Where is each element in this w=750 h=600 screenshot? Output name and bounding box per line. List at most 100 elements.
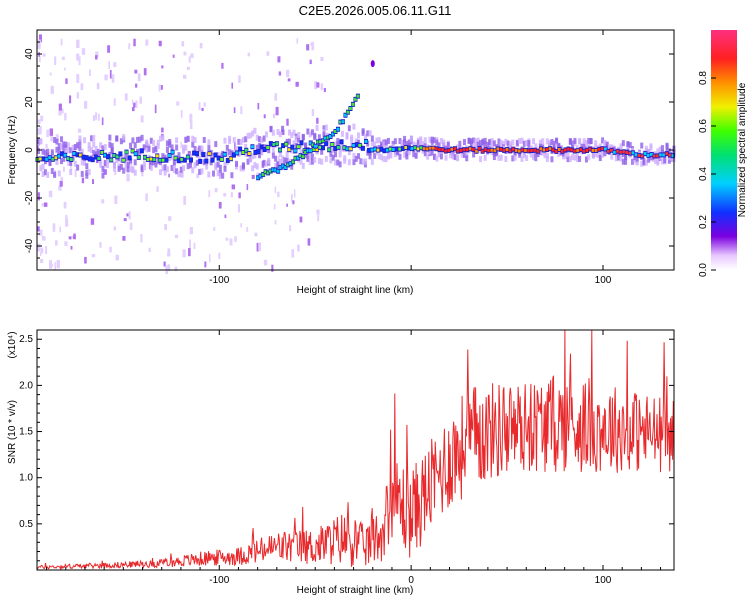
spectrogram-noise-cell bbox=[208, 190, 211, 198]
spectrogram-halo-cell bbox=[225, 150, 229, 157]
spectrogram-ridge-cell bbox=[201, 153, 205, 157]
spectrogram-noise-cell bbox=[37, 145, 39, 151]
spectrogram-ridge-cell bbox=[653, 154, 657, 158]
spectrogram-halo-cell bbox=[124, 165, 128, 172]
spectrogram-ridge-cell bbox=[606, 149, 610, 153]
spectrogram-halo-cell bbox=[73, 160, 77, 167]
spectrogram-branch-cell bbox=[319, 140, 323, 144]
spectrogram-ridge-cell bbox=[51, 157, 55, 161]
snr-ytick-label: 0.5 bbox=[19, 519, 33, 530]
spectrogram-halo-cell bbox=[80, 148, 84, 155]
spectrogram-halo-cell bbox=[251, 165, 255, 172]
spectrogram-ridge-cell bbox=[490, 148, 494, 152]
spectrogram-ridge-cell bbox=[499, 147, 503, 151]
spectrogram-noise-cell bbox=[95, 112, 98, 120]
spectrogram-noise-cell bbox=[58, 103, 62, 111]
spectrogram-ridge-cell bbox=[444, 149, 448, 153]
spectrogram-noise-cell bbox=[310, 42, 314, 46]
spectrogram-noise-cell bbox=[65, 215, 68, 222]
spectrogram-halo-cell bbox=[159, 135, 163, 142]
spectrogram-noise-cell bbox=[296, 38, 299, 44]
spectrogram-ridge-cell bbox=[355, 143, 359, 147]
snr-ytick-label: 1.5 bbox=[19, 427, 33, 438]
spectrogram-ridge-cell bbox=[582, 149, 586, 153]
colorbar-ticks: 0.0 0.2 0.4 0.6 0.8 bbox=[698, 71, 716, 277]
spectrogram-ridge-cell bbox=[422, 147, 426, 151]
spectrogram-halo-cell bbox=[352, 159, 356, 166]
spectrogram-branch-cell bbox=[266, 171, 270, 175]
spectrogram-halo-cell bbox=[529, 151, 533, 158]
spectrogram-halo-cell bbox=[433, 153, 437, 160]
spectrogram-halo-cell bbox=[50, 149, 54, 156]
spectrogram-halo-cell bbox=[152, 159, 156, 166]
spectrogram-noise-cell bbox=[135, 100, 138, 109]
spectrogram-halo-cell bbox=[48, 159, 52, 166]
spectrogram-noise-cell bbox=[64, 112, 67, 121]
spectrogram-noise-cell bbox=[181, 41, 185, 47]
spectrogram-halo-cell bbox=[403, 151, 407, 158]
spectrogram-noise-cell bbox=[213, 227, 216, 231]
spectrogram-noise-cell bbox=[224, 214, 227, 219]
spectrogram-halo-cell bbox=[437, 142, 441, 149]
spectrogram-halo-cell bbox=[85, 163, 89, 170]
spectrogram-halo-cell bbox=[601, 151, 605, 158]
spectrogram-branch-cell bbox=[321, 139, 325, 143]
spectrogram-ridge-cell bbox=[392, 148, 396, 152]
spectrogram-branch-cell bbox=[356, 94, 360, 98]
spectrogram-ridge-cell bbox=[557, 147, 561, 151]
spectrogram-halo-cell bbox=[474, 138, 478, 145]
spectrogram-ridge-cell bbox=[462, 148, 466, 152]
spectrogram-ridge-cell bbox=[131, 149, 135, 153]
spectrogram-ridge-cell bbox=[315, 148, 319, 152]
spectrogram-noise-cell bbox=[122, 236, 126, 241]
spectrogram-ridge-cell bbox=[542, 148, 546, 152]
spectrogram-ridge-cell bbox=[594, 148, 598, 152]
spectrogram-halo-cell bbox=[110, 148, 114, 155]
spectrogram-halo-cell bbox=[575, 145, 579, 152]
spectrogram-halo-cell bbox=[184, 136, 188, 143]
spectrogram-halo-cell bbox=[603, 140, 607, 147]
spectrogram-halo-cell bbox=[87, 142, 91, 149]
spectrogram-noise-cell bbox=[218, 201, 222, 209]
spectrogram-ridge-cell bbox=[585, 149, 589, 153]
spectrogram-noise-cell bbox=[201, 107, 204, 111]
spectrogram-noise-cell bbox=[290, 193, 293, 203]
spectrogram-noise-cell bbox=[214, 188, 218, 193]
spectrogram-noise-cell bbox=[123, 218, 127, 222]
spectrogram-noise-cell bbox=[60, 38, 63, 46]
snr-xtick-label: 0 bbox=[408, 575, 414, 586]
spectrogram-ridge-cell bbox=[576, 149, 580, 153]
spectrogram-noise-cell bbox=[61, 56, 65, 60]
spectrogram-ridge-cell bbox=[312, 148, 316, 152]
spectrogram-halo-cell bbox=[221, 172, 225, 179]
spectrogram-noise-cell bbox=[238, 75, 241, 83]
spectrogram-ridge-cell bbox=[389, 147, 393, 151]
spectrogram-noise-cell bbox=[45, 246, 48, 255]
spectrogram-ridge-cell bbox=[275, 142, 279, 146]
spectrogram-noise-cell bbox=[58, 110, 62, 116]
spectrogram-halo-cell bbox=[621, 158, 625, 165]
spectrogram-halo-cell bbox=[276, 128, 280, 135]
spectrogram-halo-cell bbox=[552, 143, 556, 150]
spectrogram-noise-cell bbox=[198, 102, 201, 111]
spectrogram-halo-cell bbox=[483, 141, 487, 148]
spectrogram-ridge-cell bbox=[656, 154, 660, 158]
snr-multiplier: (x10⁴) bbox=[7, 331, 18, 358]
spectrogram-ridge-cell bbox=[189, 158, 193, 162]
spectrogram-halo-cell bbox=[320, 148, 324, 155]
spectrogram-noise-cell bbox=[320, 83, 324, 91]
spectrogram-ridge-cell bbox=[453, 147, 457, 151]
spectrogram-halo-cell bbox=[175, 144, 179, 151]
spectrogram-halo-cell bbox=[315, 124, 319, 131]
spectrogram-branch-cell bbox=[299, 154, 303, 158]
spectrogram-halo-cell bbox=[601, 137, 605, 144]
spectrogram-ridge-cell bbox=[432, 146, 436, 150]
spectrogram-branch-cell bbox=[304, 150, 308, 154]
spectrogram-halo-cell bbox=[142, 160, 146, 167]
spectrogram-halo-cell bbox=[246, 158, 250, 165]
spectrogram-halo-cell bbox=[253, 127, 257, 134]
spectrogram-halo-cell bbox=[439, 137, 443, 144]
spectrogram-halo-cell bbox=[193, 162, 197, 169]
spectrogram-halo-cell bbox=[313, 156, 317, 163]
spectrogram-noise-cell bbox=[221, 62, 224, 69]
